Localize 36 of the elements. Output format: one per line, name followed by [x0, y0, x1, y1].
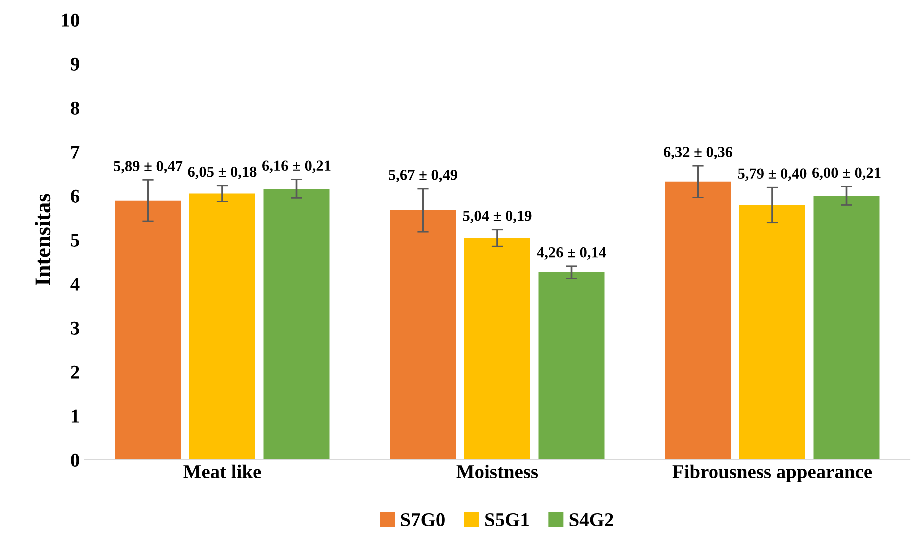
legend-label: S5G1	[486, 513, 529, 527]
y-tick-label: 5	[71, 234, 80, 247]
data-label: 4,26 ± 0,14	[537, 247, 606, 260]
data-label: 5,67 ± 0,49	[389, 170, 458, 183]
y-tick-label: 3	[71, 322, 80, 335]
y-tick-label: 1	[72, 410, 80, 423]
bar	[115, 200, 182, 460]
bar	[390, 210, 456, 460]
y-axis-title: Intensitas	[34, 194, 51, 286]
bar	[264, 188, 330, 460]
data-label: 5,89 ± 0,47	[114, 161, 183, 174]
legend-label: S4G2	[570, 513, 614, 527]
y-tick-label: 0	[71, 454, 80, 467]
bar	[464, 238, 530, 460]
x-tick-label: Moistness	[456, 464, 538, 479]
bar	[538, 272, 605, 460]
data-label: 5,79 ± 0,40	[738, 168, 807, 182]
y-tick-label: 4	[70, 278, 80, 291]
data-label: 6,00 ± 0,21	[812, 168, 881, 180]
y-tick-label: 2	[71, 366, 80, 379]
bar	[814, 196, 880, 460]
x-tick-label: Meat like	[184, 464, 262, 479]
y-tick-label: 9	[70, 58, 80, 71]
y-tick-label: 8	[71, 102, 80, 115]
legend-label: S7G0	[401, 513, 445, 527]
y-tick-label: 10	[62, 14, 80, 27]
y-tick-label: 6	[71, 190, 80, 203]
data-label: 6,16 ± 0,21	[262, 160, 331, 174]
data-label: 6,05 ± 0,18	[188, 166, 257, 180]
bar	[740, 205, 806, 460]
y-tick-label: 7	[72, 146, 80, 159]
data-label: 6,32 ± 0,36	[664, 147, 733, 160]
data-label: 5,04 ± 0,19	[463, 210, 532, 224]
bar	[665, 182, 732, 460]
x-tick-label: Fibrousness appearance	[672, 464, 872, 482]
bar	[190, 194, 256, 460]
